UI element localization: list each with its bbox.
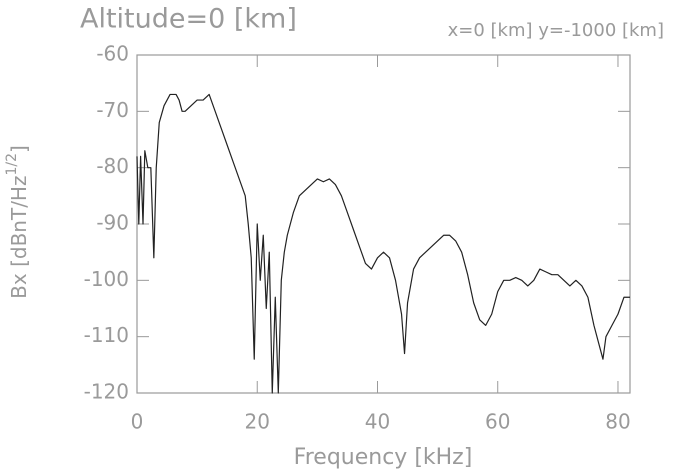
x-tick-label: 80 bbox=[605, 410, 630, 434]
y-axis-label: Bx [dBnT/Hz1/2] bbox=[4, 145, 31, 299]
x-axis-label: Frequency [kHz] bbox=[294, 445, 473, 470]
chart-title: Altitude=0 [km] bbox=[80, 4, 297, 35]
y-tick-label: -90 bbox=[96, 211, 129, 235]
x-tick-label: 0 bbox=[131, 410, 144, 434]
chart-subtitle: x=0 [km] y=-1000 [km] bbox=[448, 20, 664, 41]
y-tick-label: -110 bbox=[84, 323, 129, 347]
y-tick-label: -100 bbox=[84, 267, 129, 291]
y-axis-label-sup: 1/2 bbox=[4, 153, 20, 176]
y-axis-label-text: Bx [dBnT/Hz bbox=[7, 176, 31, 299]
data-line bbox=[136, 93, 630, 394]
y-tick-label: -60 bbox=[96, 42, 129, 66]
plot-frame bbox=[136, 54, 631, 394]
x-tick-label: 40 bbox=[365, 410, 390, 434]
y-axis-label-suffix: ] bbox=[7, 145, 31, 153]
y-tick-label: -70 bbox=[96, 98, 129, 122]
y-tick-label: -120 bbox=[84, 380, 129, 404]
x-tick-label: 20 bbox=[245, 410, 270, 434]
x-tick-label: 60 bbox=[485, 410, 510, 434]
y-tick-label: -80 bbox=[96, 154, 129, 178]
